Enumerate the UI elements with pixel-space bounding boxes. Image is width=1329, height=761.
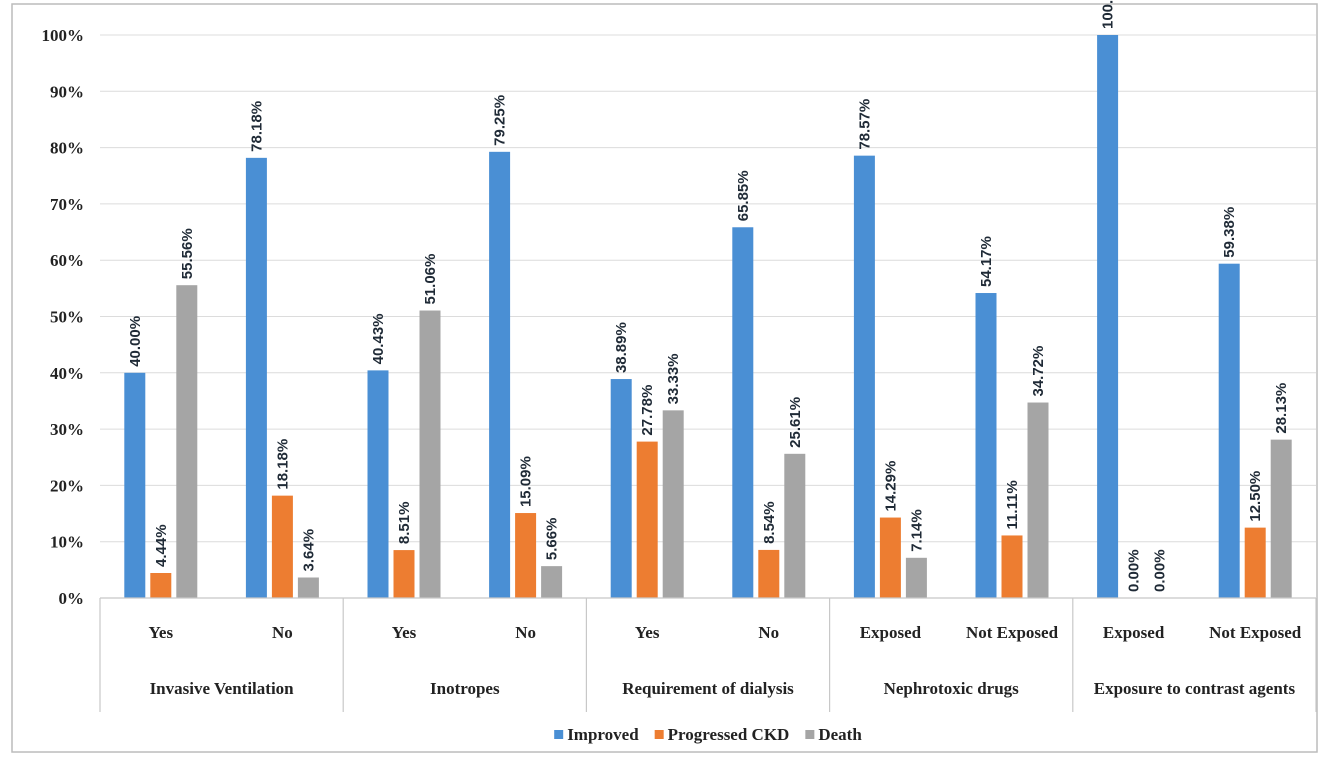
- bar-death: [541, 566, 563, 598]
- bar-improved: [367, 370, 389, 598]
- x-category-label: Exposed: [860, 623, 922, 642]
- data-label: 27.78%: [639, 385, 656, 436]
- data-label: 8.54%: [761, 501, 778, 544]
- data-label: 78.57%: [856, 99, 873, 150]
- bar-death: [419, 310, 441, 598]
- data-label: 4.44%: [153, 524, 170, 567]
- bar-improved: [1218, 263, 1240, 598]
- data-label: 34.72%: [1030, 346, 1047, 397]
- bar-progressed-ckd: [1244, 527, 1266, 598]
- data-label: 15.09%: [518, 456, 535, 507]
- bar-improved: [732, 227, 754, 598]
- x-category-label: Yes: [392, 623, 417, 642]
- data-label: 5.66%: [544, 518, 561, 561]
- x-category-label: No: [515, 623, 536, 642]
- bar-improved: [489, 151, 511, 598]
- bar-progressed-ckd: [515, 513, 537, 598]
- legend-label: Progressed CKD: [668, 725, 790, 744]
- data-label: 12.50%: [1247, 471, 1264, 522]
- bar-death: [784, 453, 806, 598]
- bar-improved: [124, 372, 146, 598]
- y-tick-label: 70%: [50, 195, 84, 214]
- bar-death: [176, 285, 198, 598]
- data-labels: 40.00% 4.44% 55.56% 78.18% 18.18% 3.64% 40.43%…: [127, 0, 1290, 592]
- x-axis: Yes No Yes No Yes No Exposed Not Exposed Exposed…: [99, 597, 1317, 712]
- legend: Improved Progressed CKD Death: [554, 725, 862, 744]
- legend-label: Death: [818, 725, 862, 744]
- bar-death: [662, 410, 684, 598]
- bar-improved: [610, 379, 632, 598]
- legend-label: Improved: [567, 725, 639, 744]
- x-category-label: Yes: [149, 623, 174, 642]
- data-label: 14.29%: [882, 461, 899, 512]
- bar-death: [1270, 439, 1292, 598]
- y-tick-label: 50%: [50, 308, 84, 327]
- bar-progressed-ckd: [150, 573, 172, 598]
- data-label: 59.38%: [1221, 207, 1238, 258]
- bar-progressed-ckd: [758, 549, 780, 598]
- bar-progressed-ckd: [393, 550, 415, 598]
- bar-improved: [245, 157, 267, 598]
- x-group-label: Invasive Ventilation: [150, 679, 295, 698]
- data-label: 40.00%: [127, 316, 144, 367]
- data-label: 3.64%: [300, 529, 317, 572]
- legend-swatch: [805, 730, 815, 739]
- bar-improved: [853, 155, 875, 599]
- data-label: 8.51%: [396, 502, 413, 545]
- data-label: 78.18%: [248, 101, 265, 152]
- bar-progressed-ckd: [879, 517, 901, 598]
- y-tick-label: 90%: [50, 82, 84, 101]
- data-label: 0.00%: [1126, 549, 1143, 592]
- x-group-label: Inotropes: [430, 679, 500, 698]
- x-category-label: Yes: [635, 623, 660, 642]
- bar-death: [1027, 402, 1049, 598]
- data-label: 100.00%: [1100, 0, 1117, 29]
- data-label: 55.56%: [179, 228, 196, 279]
- data-label: 33.33%: [665, 353, 682, 404]
- y-tick-label: 0%: [59, 589, 85, 608]
- bar-improved: [975, 293, 997, 598]
- data-label: 0.00%: [1152, 549, 1169, 592]
- y-tick-label: 40%: [50, 364, 84, 383]
- x-group-label: Requirement of dialysis: [622, 679, 794, 698]
- y-tick-label: 30%: [50, 420, 84, 439]
- x-category-label: Not Exposed: [966, 623, 1059, 642]
- bar-progressed-ckd: [1001, 535, 1023, 598]
- data-label: 25.61%: [787, 397, 804, 448]
- legend-swatch: [554, 730, 564, 739]
- bars: [124, 35, 1292, 599]
- y-tick-label: 80%: [50, 139, 84, 158]
- bar-death: [905, 557, 927, 598]
- y-tick-label: 20%: [50, 476, 84, 495]
- x-category-label: No: [758, 623, 779, 642]
- bar-progressed-ckd: [636, 441, 658, 598]
- y-tick-label: 60%: [50, 251, 84, 270]
- data-label: 11.11%: [1004, 480, 1021, 529]
- data-label: 38.89%: [613, 322, 630, 373]
- data-label: 7.14%: [908, 509, 925, 552]
- data-label: 18.18%: [274, 439, 291, 490]
- x-category-label: No: [272, 623, 293, 642]
- x-group-label: Exposure to contrast agents: [1094, 679, 1296, 698]
- y-axis: 0% 10% 20% 30% 40% 50% 60% 70% 80% 90% 100%: [42, 26, 85, 608]
- data-label: 28.13%: [1273, 383, 1290, 434]
- bar-improved: [1097, 35, 1119, 598]
- y-tick-label: 100%: [42, 26, 85, 45]
- data-label: 65.85%: [735, 170, 752, 221]
- x-group-label: Nephrotoxic drugs: [884, 679, 1020, 698]
- data-label: 79.25%: [492, 95, 509, 146]
- data-label: 51.06%: [422, 254, 439, 305]
- y-tick-label: 10%: [50, 533, 84, 552]
- x-category-label: Exposed: [1103, 623, 1165, 642]
- data-label: 40.43%: [370, 314, 387, 365]
- legend-swatch: [654, 730, 664, 739]
- x-category-label: Not Exposed: [1209, 623, 1302, 642]
- bar-death: [297, 577, 319, 598]
- bar-progressed-ckd: [271, 495, 293, 598]
- data-label: 54.17%: [978, 236, 995, 287]
